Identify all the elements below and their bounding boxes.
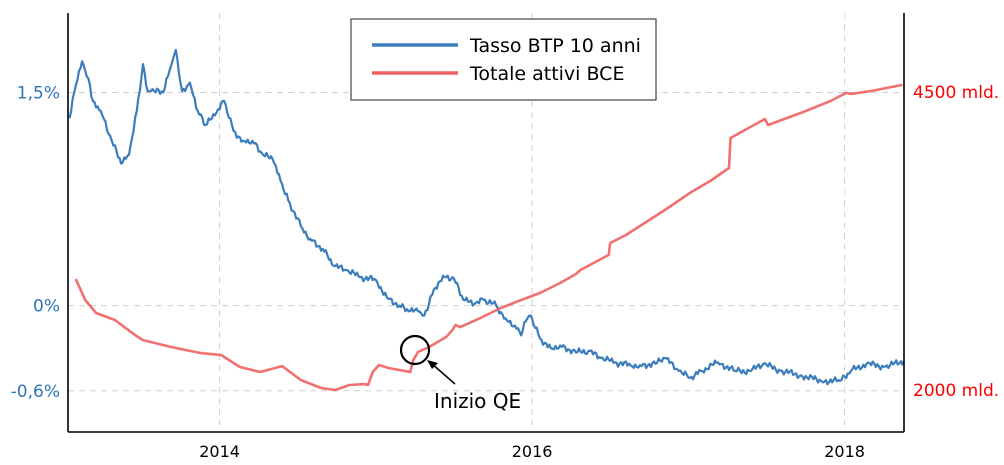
x-tick-label: 2016 xyxy=(512,442,553,461)
tick-labels: 2014 2016 2018 1,5% 0% -0,6% 4500 mld. 2000 mld… xyxy=(11,83,999,461)
x-tick-label: 2018 xyxy=(824,442,865,461)
series-group xyxy=(68,48,906,392)
legend-box xyxy=(350,18,657,101)
y-right-tick-label: 4500 mld. xyxy=(913,83,999,103)
annotation-label: Inizio QE xyxy=(434,389,521,413)
legend-label-btp: Tasso BTP 10 anni xyxy=(469,35,641,57)
y-left-tick-label: 1,5% xyxy=(17,84,60,104)
annotation-arrow xyxy=(430,362,456,385)
legend-label-bce: Totale attivi BCE xyxy=(469,63,624,85)
series-line-btp xyxy=(68,48,906,386)
legend: Tasso BTP 10 anni Totale attivi BCE xyxy=(350,18,657,101)
y-left-tick-label: 0% xyxy=(33,297,60,317)
annotation-qe: Inizio QE xyxy=(399,334,521,413)
y-left-tick-label: -0,6% xyxy=(11,382,60,402)
annotation-circle xyxy=(399,334,431,366)
y-right-tick-label: 2000 mld. xyxy=(913,381,999,401)
series-line-bce xyxy=(74,83,903,392)
x-tick-label: 2014 xyxy=(199,442,240,461)
arrow-head-icon xyxy=(427,360,438,369)
axes xyxy=(67,13,905,433)
